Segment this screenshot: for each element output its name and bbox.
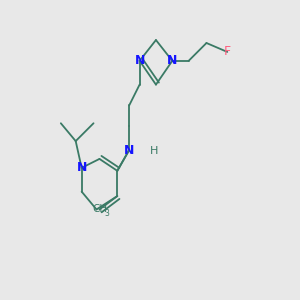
Text: N: N bbox=[167, 54, 178, 67]
Text: H: H bbox=[150, 146, 158, 156]
Text: N: N bbox=[76, 161, 87, 174]
Text: CH: CH bbox=[92, 204, 107, 214]
Text: N: N bbox=[124, 143, 134, 157]
Text: 3: 3 bbox=[105, 209, 110, 218]
Text: N: N bbox=[134, 54, 145, 67]
Text: F: F bbox=[224, 45, 231, 58]
